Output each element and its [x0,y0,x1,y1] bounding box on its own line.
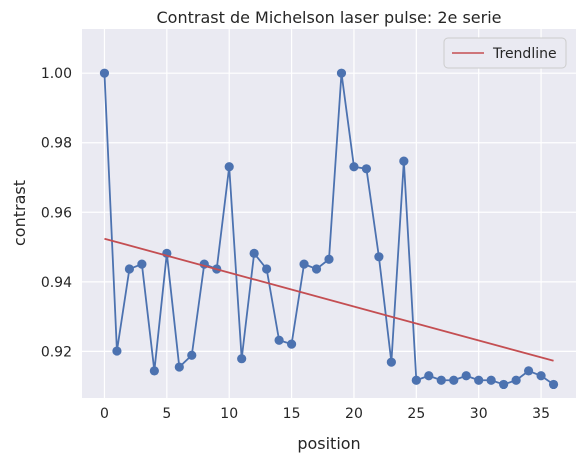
data-point [299,259,309,269]
data-point [124,264,135,274]
x-tick-label: 15 [283,406,301,422]
grid [82,29,576,398]
data-point [187,350,197,360]
data-point [224,162,234,172]
data-point [486,375,496,385]
data-point [249,248,259,258]
legend-box [443,37,567,69]
data-point [324,254,334,264]
data-point [474,375,484,385]
data-point [374,252,384,262]
legend: Trendline [443,37,567,69]
legend-trendline-label: Trendline [492,46,557,62]
data-point [336,68,347,78]
data-point [424,371,434,381]
data-point [523,366,534,376]
y-tick-label: 1.00 [41,66,72,82]
data-point [286,339,297,349]
data-point [99,68,110,78]
data-point [449,375,459,385]
data-point [399,156,409,166]
trendline [104,237,554,362]
data-point [386,357,396,367]
x-tick-label: 5 [162,406,171,422]
x-tick-label: 10 [220,406,238,422]
plot-area [82,29,576,398]
data-point [311,264,322,274]
data-point [262,264,272,274]
series-layer [99,68,559,390]
x-axis-label: position [297,434,360,453]
y-tick-label: 0.94 [41,275,72,291]
data-point [349,162,359,172]
data-point [237,354,247,364]
x-tick-label: 35 [532,406,550,422]
x-tick-label: 0 [100,406,109,422]
x-tick-label: 30 [470,406,488,422]
y-tick-label: 0.98 [41,136,72,152]
data-point [411,375,421,385]
x-tick-label: 25 [407,406,425,422]
data-point [149,366,159,376]
x-tick-label: 20 [345,406,363,422]
tick-labels: 0 5 10 15 20 25 30 35 0.92 0.94 0.96 0.98 1.00 [41,66,550,422]
data-point [548,379,559,390]
data-point [274,335,284,345]
data-point [436,375,446,385]
y-axis-label: contrast [10,180,29,246]
y-tick-label: 0.92 [41,344,72,360]
data-point [112,346,122,356]
data-point [461,371,471,381]
data-point [137,259,147,269]
data-point [174,362,184,372]
data-point [511,375,521,385]
data-point [361,164,372,174]
y-tick-label: 0.96 [41,205,72,221]
chart-title: Contrast de Michelson laser pulse: 2e se… [156,8,501,27]
data-point [536,371,546,381]
data-point [499,379,509,390]
